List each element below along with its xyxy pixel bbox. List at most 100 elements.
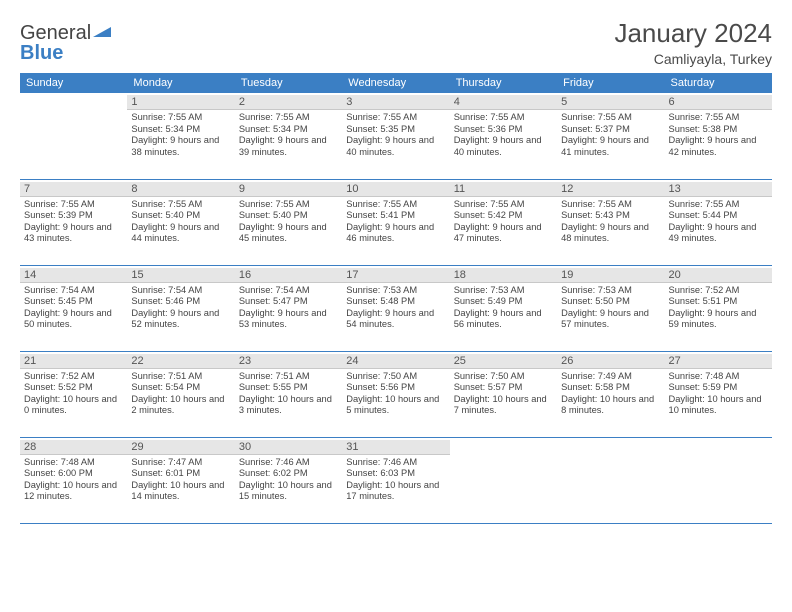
day-number: 19	[557, 268, 664, 283]
day-number: 14	[20, 268, 127, 283]
calendar-day-cell: 6 Sunrise: 7:55 AMSunset: 5:38 PMDaylight…	[665, 93, 772, 179]
day-number: 7	[20, 182, 127, 197]
day-number: 20	[665, 268, 772, 283]
day-details: Sunrise: 7:48 AMSunset: 5:59 PMDaylight:…	[669, 371, 768, 417]
calendar-day-cell: 29Sunrise: 7:47 AMSunset: 6:01 PMDayligh…	[127, 437, 234, 523]
calendar-table: SundayMondayTuesdayWednesdayThursdayFrid…	[20, 73, 772, 524]
day-header: Monday	[127, 73, 234, 93]
day-number: 25	[450, 354, 557, 369]
calendar-day-cell: 23 Sunrise: 7:51 AMSunset: 5:55 PMDayligh…	[235, 351, 342, 437]
calendar-day-cell: 15 Sunrise: 7:54 AMSunset: 5:46 PMDayligh…	[127, 265, 234, 351]
calendar-day-cell: 11Sunrise: 7:55 AMSunset: 5:42 PMDayligh…	[450, 179, 557, 265]
calendar-day-cell: 1 Sunrise: 7:55 AMSunset: 5:34 PMDaylight…	[127, 93, 234, 179]
calendar-page: GeneralBlue January 2024 Camliyayla, Tur…	[0, 0, 792, 524]
day-details: Sunrise: 7:54 AMSunset: 5:47 PMDaylight:…	[239, 285, 338, 331]
calendar-day-cell: 18Sunrise: 7:53 AMSunset: 5:49 PMDayligh…	[450, 265, 557, 351]
day-details: Sunrise: 7:55 AMSunset: 5:36 PMDaylight:…	[454, 112, 553, 158]
day-number: 1	[127, 95, 234, 110]
day-details: Sunrise: 7:55 AMSunset: 5:38 PMDaylight:…	[669, 112, 768, 158]
logo-text: GeneralBlue	[20, 23, 111, 63]
day-details: Sunrise: 7:55 AMSunset: 5:35 PMDaylight:…	[346, 112, 445, 158]
day-number: 9	[235, 182, 342, 197]
calendar-day-cell: 31Sunrise: 7:46 AMSunset: 6:03 PMDayligh…	[342, 437, 449, 523]
day-header: Thursday	[450, 73, 557, 93]
day-details: Sunrise: 7:51 AMSunset: 5:55 PMDaylight:…	[239, 371, 338, 417]
day-details: Sunrise: 7:50 AMSunset: 5:57 PMDaylight:…	[454, 371, 553, 417]
calendar-day-cell: 5Sunrise: 7:55 AMSunset: 5:37 PMDaylight…	[557, 93, 664, 179]
calendar-week-row: 7 Sunrise: 7:55 AMSunset: 5:39 PMDaylight…	[20, 179, 772, 265]
day-number: 21	[20, 354, 127, 369]
calendar-day-cell: 25 Sunrise: 7:50 AMSunset: 5:57 PMDayligh…	[450, 351, 557, 437]
calendar-day-cell: 4 Sunrise: 7:55 AMSunset: 5:36 PMDaylight…	[450, 93, 557, 179]
day-number: 17	[342, 268, 449, 283]
calendar-day-cell: 24Sunrise: 7:50 AMSunset: 5:56 PMDayligh…	[342, 351, 449, 437]
day-details: Sunrise: 7:49 AMSunset: 5:58 PMDaylight:…	[561, 371, 660, 417]
calendar-week-row: 28 Sunrise: 7:48 AMSunset: 6:00 PMDayligh…	[20, 437, 772, 523]
day-details: Sunrise: 7:53 AMSunset: 5:48 PMDaylight:…	[346, 285, 445, 331]
day-number: 10	[342, 182, 449, 197]
day-header: Saturday	[665, 73, 772, 93]
title-block: January 2024 Camliyayla, Turkey	[614, 18, 772, 67]
page-header: GeneralBlue January 2024 Camliyayla, Tur…	[20, 18, 772, 67]
day-number: 28	[20, 440, 127, 455]
day-number: 13	[665, 182, 772, 197]
day-number: 26	[557, 354, 664, 369]
day-number: 18	[450, 268, 557, 283]
calendar-empty-cell	[450, 437, 557, 523]
day-number: 16	[235, 268, 342, 283]
day-details: Sunrise: 7:55 AMSunset: 5:39 PMDaylight:…	[24, 199, 123, 245]
calendar-day-cell: 26 Sunrise: 7:49 AMSunset: 5:58 PMDayligh…	[557, 351, 664, 437]
day-details: Sunrise: 7:55 AMSunset: 5:44 PMDaylight:…	[669, 199, 768, 245]
day-details: Sunrise: 7:48 AMSunset: 6:00 PMDaylight:…	[24, 457, 123, 503]
day-details: Sunrise: 7:53 AMSunset: 5:50 PMDaylight:…	[561, 285, 660, 331]
calendar-day-cell: 16 Sunrise: 7:54 AMSunset: 5:47 PMDayligh…	[235, 265, 342, 351]
calendar-empty-cell	[557, 437, 664, 523]
calendar-day-cell: 17 Sunrise: 7:53 AMSunset: 5:48 PMDayligh…	[342, 265, 449, 351]
day-number: 23	[235, 354, 342, 369]
logo: GeneralBlue	[20, 23, 111, 63]
day-number: 2	[235, 95, 342, 110]
day-number: 27	[665, 354, 772, 369]
day-number: 31	[342, 440, 449, 455]
day-details: Sunrise: 7:50 AMSunset: 5:56 PMDaylight:…	[346, 371, 445, 417]
day-number: 15	[127, 268, 234, 283]
triangle-icon	[93, 23, 111, 37]
day-details: Sunrise: 7:54 AMSunset: 5:45 PMDaylight:…	[24, 285, 123, 331]
day-number: 8	[127, 182, 234, 197]
day-details: Sunrise: 7:51 AMSunset: 5:54 PMDaylight:…	[131, 371, 230, 417]
calendar-day-cell: 9 Sunrise: 7:55 AMSunset: 5:40 PMDaylight…	[235, 179, 342, 265]
day-number: 6	[665, 95, 772, 110]
calendar-day-cell: 8Sunrise: 7:55 AMSunset: 5:40 PMDaylight…	[127, 179, 234, 265]
calendar-week-row: 14 Sunrise: 7:54 AMSunset: 5:45 PMDayligh…	[20, 265, 772, 351]
day-details: Sunrise: 7:55 AMSunset: 5:34 PMDaylight:…	[131, 112, 230, 158]
calendar-day-cell: 13 Sunrise: 7:55 AMSunset: 5:44 PMDayligh…	[665, 179, 772, 265]
day-details: Sunrise: 7:47 AMSunset: 6:01 PMDaylight:…	[131, 457, 230, 503]
day-number: 5	[557, 95, 664, 110]
calendar-day-cell: 21 Sunrise: 7:52 AMSunset: 5:52 PMDayligh…	[20, 351, 127, 437]
calendar-week-row: 21 Sunrise: 7:52 AMSunset: 5:52 PMDayligh…	[20, 351, 772, 437]
calendar-day-cell: 22 Sunrise: 7:51 AMSunset: 5:54 PMDayligh…	[127, 351, 234, 437]
day-details: Sunrise: 7:55 AMSunset: 5:43 PMDaylight:…	[561, 199, 660, 245]
calendar-day-cell: 28 Sunrise: 7:48 AMSunset: 6:00 PMDayligh…	[20, 437, 127, 523]
day-number: 3	[342, 95, 449, 110]
day-number: 22	[127, 354, 234, 369]
day-number: 4	[450, 95, 557, 110]
day-details: Sunrise: 7:55 AMSunset: 5:42 PMDaylight:…	[454, 199, 553, 245]
calendar-day-cell: 2 Sunrise: 7:55 AMSunset: 5:34 PMDaylight…	[235, 93, 342, 179]
day-details: Sunrise: 7:52 AMSunset: 5:52 PMDaylight:…	[24, 371, 123, 417]
calendar-empty-cell	[665, 437, 772, 523]
day-number: 12	[557, 182, 664, 197]
logo-word1: General	[20, 22, 91, 44]
location-subtitle: Camliyayla, Turkey	[614, 51, 772, 67]
calendar-day-cell: 27 Sunrise: 7:48 AMSunset: 5:59 PMDayligh…	[665, 351, 772, 437]
calendar-day-cell: 10Sunrise: 7:55 AMSunset: 5:41 PMDayligh…	[342, 179, 449, 265]
day-details: Sunrise: 7:54 AMSunset: 5:46 PMDaylight:…	[131, 285, 230, 331]
day-header: Wednesday	[342, 73, 449, 93]
day-header: Tuesday	[235, 73, 342, 93]
day-details: Sunrise: 7:55 AMSunset: 5:34 PMDaylight:…	[239, 112, 338, 158]
month-title: January 2024	[614, 18, 772, 49]
calendar-day-cell: 14 Sunrise: 7:54 AMSunset: 5:45 PMDayligh…	[20, 265, 127, 351]
calendar-day-cell: 20Sunrise: 7:52 AMSunset: 5:51 PMDayligh…	[665, 265, 772, 351]
day-details: Sunrise: 7:55 AMSunset: 5:40 PMDaylight:…	[239, 199, 338, 245]
calendar-header-row: SundayMondayTuesdayWednesdayThursdayFrid…	[20, 73, 772, 93]
